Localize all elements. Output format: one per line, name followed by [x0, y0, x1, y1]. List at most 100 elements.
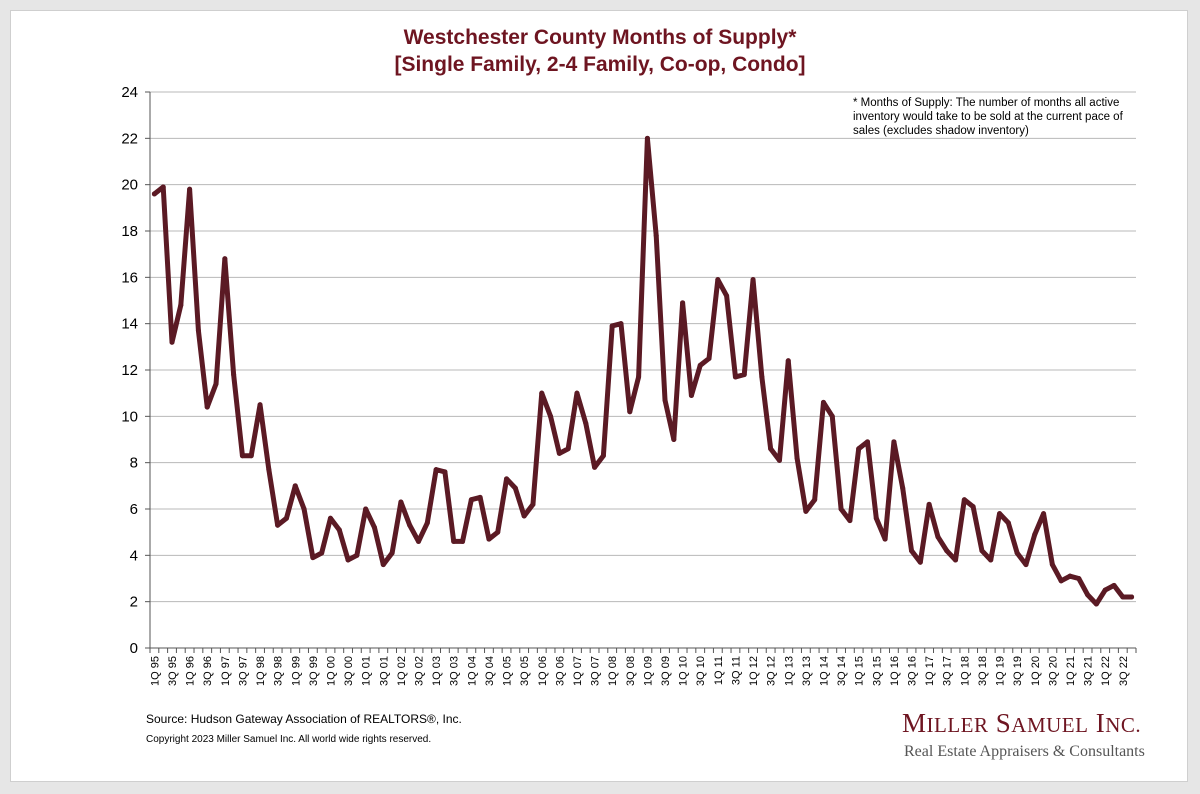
- data-point: [398, 499, 404, 505]
- data-point: [935, 534, 941, 540]
- company-logo-name: MILLER SAMUEL INC.: [902, 708, 1141, 739]
- data-point: [724, 293, 730, 299]
- data-point: [1129, 594, 1135, 600]
- data-point: [697, 362, 703, 368]
- data-point: [688, 392, 694, 398]
- x-tick-label: 1Q 03: [431, 656, 443, 686]
- x-tick-label: 3Q 02: [414, 656, 426, 686]
- x-tick-label: 1Q 20: [1030, 656, 1042, 686]
- data-point: [776, 457, 782, 463]
- data-point: [231, 372, 237, 378]
- x-tick-label: 3Q 19: [1012, 656, 1024, 686]
- y-tick-label: 6: [130, 501, 138, 518]
- data-point: [424, 520, 430, 526]
- data-point: [618, 321, 624, 327]
- footnote-line: * Months of Supply: The number of months…: [853, 97, 1120, 109]
- x-tick-label: 1Q 22: [1100, 656, 1112, 686]
- data-point: [433, 467, 439, 473]
- data-point: [275, 522, 281, 528]
- data-point: [345, 557, 351, 563]
- x-tick-label: 3Q 18: [977, 656, 989, 686]
- data-point: [680, 300, 686, 306]
- data-point: [812, 497, 818, 503]
- source-note: Source: Hudson Gateway Association of RE…: [146, 712, 462, 726]
- data-point: [283, 515, 289, 521]
- y-tick-label: 18: [121, 223, 138, 240]
- x-tick-label: 1Q 09: [642, 656, 654, 686]
- x-tick-label: 1Q 16: [889, 656, 901, 686]
- y-tick-label: 0: [130, 640, 138, 657]
- data-point: [636, 374, 642, 380]
- data-point: [1111, 582, 1117, 588]
- x-tick-label: 1Q 19: [995, 656, 1007, 686]
- data-point: [600, 453, 606, 459]
- chart-axes: [149, 92, 1136, 649]
- data-point: [248, 453, 254, 459]
- data-point: [451, 538, 457, 544]
- x-tick-label: 3Q 00: [343, 656, 355, 686]
- x-axis-ticks: 1Q 95 3Q 95 1Q 96 3Q 96 1Q 97 3Q 97 1Q 98 3Q 98…: [149, 648, 1137, 686]
- data-point: [169, 339, 175, 345]
- data-point: [706, 355, 712, 361]
- x-tick-label: 1Q 97: [220, 656, 232, 686]
- data-point: [292, 483, 298, 489]
- logo-name-text: MILLER SAMUEL INC.: [902, 708, 1142, 738]
- x-tick-label: 1Q 06: [537, 656, 549, 686]
- data-point: [477, 494, 483, 500]
- data-point: [257, 402, 263, 408]
- x-tick-label: 3Q 16: [907, 656, 919, 686]
- data-point: [319, 550, 325, 556]
- data-point: [671, 437, 677, 442]
- data-point: [592, 464, 598, 470]
- x-tick-label: 1Q 99: [290, 656, 302, 686]
- x-tick-label: 1Q 12: [748, 656, 760, 686]
- data-point: [909, 548, 915, 554]
- data-point: [953, 557, 959, 563]
- data-point: [794, 455, 800, 461]
- data-point: [900, 485, 906, 491]
- data-point: [574, 390, 580, 396]
- data-point: [380, 562, 386, 568]
- data-point: [891, 439, 897, 445]
- data-point: [997, 511, 1003, 517]
- data-point: [732, 374, 738, 380]
- data-point: [583, 420, 589, 426]
- x-tick-label: 1Q 10: [678, 656, 690, 686]
- series-line: [151, 135, 1135, 607]
- data-point: [371, 525, 377, 531]
- data-point: [1041, 511, 1047, 517]
- data-point: [979, 548, 985, 554]
- chart-title: Westchester County Months of Supply*: [403, 26, 797, 49]
- y-tick-label: 16: [121, 269, 138, 286]
- data-point: [327, 515, 333, 521]
- data-point: [266, 467, 272, 473]
- x-tick-label: 1Q 98: [255, 656, 267, 686]
- data-point: [864, 439, 870, 445]
- y-tick-label: 24: [121, 84, 138, 101]
- x-tick-label: 1Q 05: [502, 656, 514, 686]
- x-tick-label: 1Q 00: [325, 656, 337, 686]
- data-point: [1014, 550, 1020, 556]
- footnote-line: sales (excludes shadow inventory): [853, 125, 1029, 137]
- data-point: [495, 529, 501, 535]
- data-point: [750, 277, 756, 283]
- x-tick-label: 3Q 13: [801, 656, 813, 686]
- data-point: [239, 453, 245, 459]
- data-point: [644, 135, 650, 141]
- data-point: [1005, 520, 1011, 526]
- data-point: [917, 559, 923, 565]
- data-point: [195, 328, 201, 334]
- data-point: [926, 501, 932, 507]
- x-tick-label: 1Q 01: [361, 656, 373, 686]
- data-point: [548, 413, 554, 419]
- data-point: [178, 302, 184, 308]
- data-point: [504, 476, 510, 482]
- chart-gridlines: [150, 91, 1136, 603]
- data-point: [944, 548, 950, 554]
- y-tick-label: 22: [121, 130, 138, 147]
- data-point: [759, 374, 765, 380]
- x-tick-label: 3Q 06: [554, 656, 566, 686]
- x-tick-label: 3Q 01: [378, 656, 390, 686]
